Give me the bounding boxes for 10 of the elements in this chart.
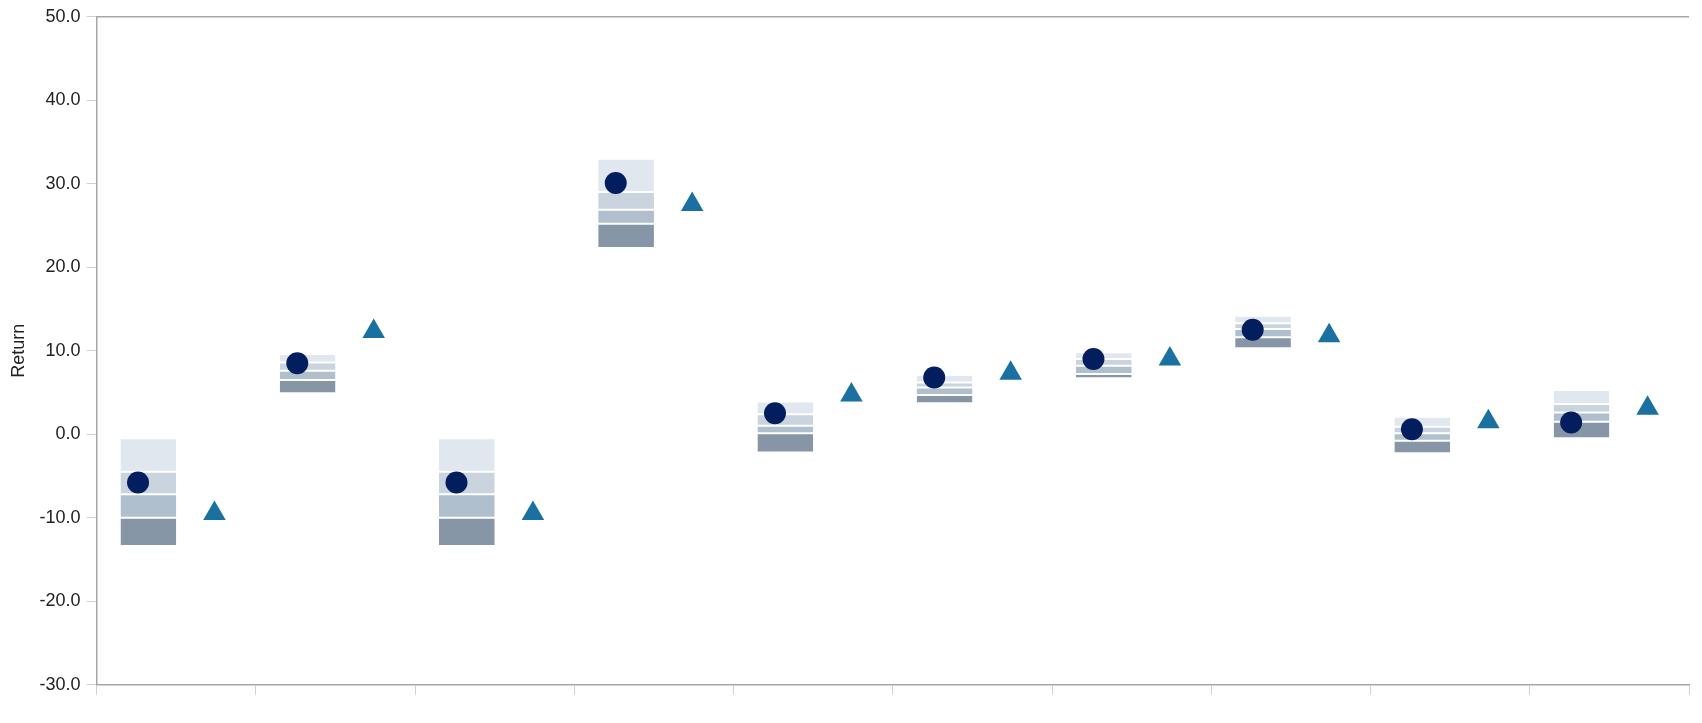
y-tick-label: 10.0 <box>45 339 81 360</box>
y-tick-label: -20.0 <box>39 590 81 611</box>
y-tick-label: 40.0 <box>45 89 81 110</box>
y-axis-title: Return <box>7 323 28 378</box>
y-tick-label: 30.0 <box>45 172 81 193</box>
y-tick-label: 20.0 <box>45 256 81 277</box>
y-tick-label: -10.0 <box>39 506 81 527</box>
y-tick-label: 50.0 <box>45 5 81 26</box>
y-tick-label: 0.0 <box>55 423 81 444</box>
y-tick-label: -30.0 <box>39 673 81 694</box>
